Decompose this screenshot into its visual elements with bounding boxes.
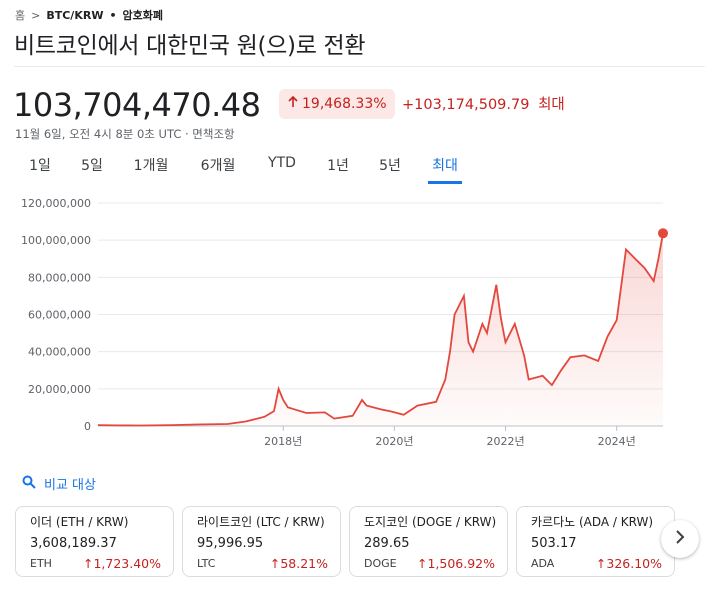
x-tick-label: 2018년 — [264, 435, 302, 448]
search-icon — [22, 475, 36, 493]
card-change: ↑58.21% — [270, 556, 328, 571]
y-tick-label: 120,000,000 — [21, 197, 91, 210]
tab-1y[interactable]: 1년 — [327, 158, 349, 174]
card-price: 503.17 — [531, 536, 577, 551]
card-doge[interactable]: 도지코인 (DOGE / KRW) 289.65 DOGE ↑1,506.92% — [349, 506, 508, 577]
breadcrumb-separator: > — [31, 8, 41, 22]
card-symbol: DOGE — [364, 557, 397, 570]
tab-1m[interactable]: 1개월 — [133, 158, 169, 174]
change-percent: 19,468.33% — [302, 96, 387, 112]
breadcrumb-pair: BTC/KRW — [46, 8, 104, 22]
range-tabs: 1일 5일 1개월 6개월 YTD 1년 5년 최대 — [14, 152, 462, 184]
change-absolute: +103,174,509.79 최대 — [402, 93, 565, 114]
change-period: 최대 — [538, 97, 565, 113]
card-change-value: 326.10% — [606, 556, 662, 571]
chevron-right-icon — [674, 529, 686, 549]
card-change-value: 1,506.92% — [427, 556, 495, 571]
y-tick-label: 0 — [84, 420, 91, 433]
card-change-value: 58.21% — [280, 556, 328, 571]
related-cards: 이더 (ETH / KRW) 3,608,189.37 ETH ↑1,723.4… — [15, 506, 675, 577]
card-ltc[interactable]: 라이트코인 (LTC / KRW) 95,996.95 LTC ↑58.21% — [182, 506, 341, 577]
card-symbol: LTC — [197, 557, 216, 570]
change-absolute-value: +103,174,509.79 — [402, 97, 530, 113]
tab-6m[interactable]: 6개월 — [200, 158, 236, 174]
x-tick-label: 2020년 — [375, 435, 413, 448]
arrow-up-icon — [287, 95, 299, 112]
tab-ytd[interactable]: YTD — [268, 155, 296, 171]
last-point-marker — [658, 228, 668, 239]
card-ada[interactable]: 카르다노 (ADA / KRW) 503.17 ADA ↑326.10% — [516, 506, 675, 577]
y-tick-label: 20,000,000 — [28, 383, 91, 396]
card-price: 3,608,189.37 — [30, 536, 117, 551]
compare-label: 비교 대상 — [44, 478, 96, 493]
card-change: ↑1,506.92% — [417, 556, 495, 571]
divider — [14, 66, 705, 67]
arrow-up-icon: ↑ — [82, 556, 94, 571]
page-title: 비트코인에서 대한민국 원(으)로 전환 — [14, 33, 366, 59]
y-tick-label: 80,000,000 — [28, 271, 91, 284]
card-change-value: 1,723.40% — [93, 556, 161, 571]
card-name: 카르다노 (ADA / KRW) — [531, 515, 654, 529]
next-cards-button[interactable] — [661, 520, 699, 558]
chart-line — [97, 233, 664, 427]
arrow-up-icon: ↑ — [416, 556, 428, 571]
timestamp-disclaimer: 11월 6일, 오전 4시 8분 0초 UTC · 면책조항 — [15, 127, 235, 141]
breadcrumb-home[interactable]: 홈 — [15, 9, 26, 22]
change-percent-badge: 19,468.33% — [279, 89, 395, 119]
card-name: 이더 (ETH / KRW) — [30, 515, 129, 529]
chart-area — [98, 233, 663, 426]
card-symbol: ETH — [30, 557, 52, 570]
compare-button[interactable]: 비교 대상 — [22, 474, 96, 493]
card-symbol: ADA — [531, 557, 555, 570]
y-tick-label: 60,000,000 — [28, 309, 91, 322]
breadcrumb-category: 암호화폐 — [122, 9, 163, 22]
tab-max[interactable]: 최대 — [428, 152, 462, 184]
price-chart[interactable]: 0 20,000,000 40,000,000 60,000,000 80,000,00… — [0, 188, 705, 458]
y-tick-label: 40,000,000 — [28, 346, 91, 359]
tab-1d[interactable]: 1일 — [29, 158, 51, 174]
breadcrumb: 홈 > BTC/KRW • 암호화폐 — [15, 7, 163, 23]
card-price: 95,996.95 — [197, 536, 264, 551]
card-change: ↑1,723.40% — [83, 556, 161, 571]
current-price: 103,704,470.48 — [13, 86, 261, 124]
tab-5d[interactable]: 5일 — [81, 158, 103, 174]
tab-5y[interactable]: 5년 — [379, 158, 401, 174]
y-tick-label: 100,000,000 — [21, 234, 91, 247]
card-eth[interactable]: 이더 (ETH / KRW) 3,608,189.37 ETH ↑1,723.4… — [15, 506, 174, 577]
card-price: 289.65 — [364, 536, 410, 551]
arrow-up-icon: ↑ — [595, 556, 607, 571]
card-name: 라이트코인 (LTC / KRW) — [197, 515, 325, 529]
breadcrumb-dot: • — [109, 8, 117, 22]
card-change: ↑326.10% — [596, 556, 662, 571]
arrow-up-icon: ↑ — [269, 556, 281, 571]
x-tick-label: 2024년 — [598, 435, 636, 448]
x-tick-label: 2022년 — [486, 435, 524, 448]
card-name: 도지코인 (DOGE / KRW) — [364, 515, 497, 529]
